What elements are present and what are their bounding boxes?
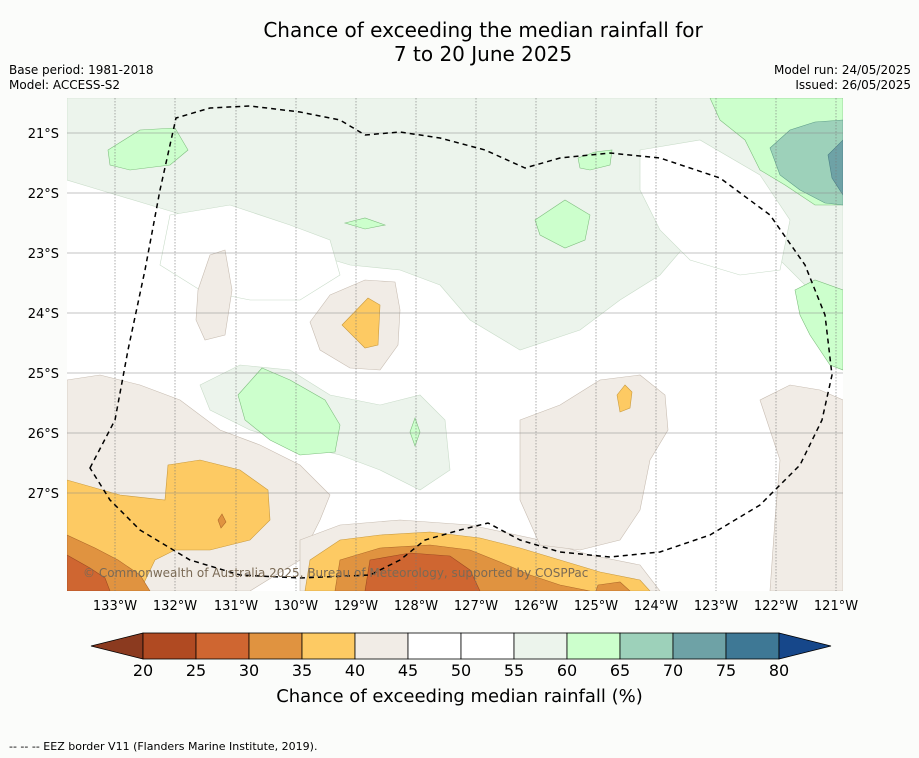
colorbar-tick-label-20: 20 xyxy=(133,661,153,680)
colorbar-title: Chance of exceeding median rainfall (%) xyxy=(276,686,643,707)
colorbar-block-20-25 xyxy=(142,632,197,660)
model-run-text: Model run: 24/05/2025 xyxy=(773,63,911,77)
map-area: © Commonwealth of Australia 2025, Bureau… xyxy=(67,98,843,591)
lat-label-23s: 23°S xyxy=(28,247,59,262)
colorbar-tick-label-70: 70 xyxy=(663,661,683,680)
region-30-35-dot xyxy=(217,513,227,529)
lon-label-128w: 128°W xyxy=(394,599,438,614)
lon-label-121w: 121°W xyxy=(814,599,858,614)
colorbar-tick-label-25: 25 xyxy=(186,661,206,680)
colorbar-block-40-45 xyxy=(354,632,409,660)
colorbar-block-60-65 xyxy=(566,632,621,660)
colorbar-tick-label-30: 30 xyxy=(239,661,259,680)
colorbar-block-55-60 xyxy=(513,632,568,660)
chart-title: Chance of exceeding the median rainfall … xyxy=(0,18,919,66)
lat-label-27s: 27°S xyxy=(28,487,59,502)
colorbar-block-35-40 xyxy=(301,632,356,660)
left-metadata: Base period: 1981-2018 Model: ACCESS-S2 xyxy=(9,63,154,93)
base-period-text: Base period: 1981-2018 xyxy=(9,63,154,77)
colorbar-block-25-30 xyxy=(195,632,250,660)
rainfall-map: © Commonwealth of Australia 2025, Bureau… xyxy=(28,98,858,680)
lon-label-130w: 130°W xyxy=(274,599,318,614)
grid-lines-horizontal xyxy=(67,132,843,494)
title-line-1: Chance of exceeding the median rainfall … xyxy=(263,18,703,42)
colorbar-extend-low xyxy=(90,632,144,660)
colorbar-block-65-70 xyxy=(619,632,674,660)
lon-label-122w: 122°W xyxy=(754,599,798,614)
region-60-65-b xyxy=(343,217,387,230)
region-25-30-left xyxy=(67,554,111,591)
lon-label-133w: 133°W xyxy=(93,599,137,614)
title-line-2: 7 to 20 June 2025 xyxy=(393,42,573,66)
colorbar-block-70-75 xyxy=(672,632,727,660)
lon-label-126w: 126°W xyxy=(514,599,558,614)
issued-text: Issued: 26/05/2025 xyxy=(795,78,911,92)
colorbar-tick-label-60: 60 xyxy=(557,661,577,680)
longitude-labels: 133°W 132°W 131°W 130°W 129°W 128°W 127°… xyxy=(93,599,858,614)
eez-border xyxy=(89,105,833,579)
region-35-40-right xyxy=(616,384,633,413)
colorbar-tick-label-75: 75 xyxy=(716,661,736,680)
region-35-40-center xyxy=(341,297,381,349)
lon-label-127w: 127°W xyxy=(454,599,498,614)
region-40-45-upper xyxy=(195,249,233,341)
colorbar-tick-label-65: 65 xyxy=(610,661,630,680)
region-60-65-a xyxy=(107,127,189,171)
grid-lines xyxy=(114,98,837,591)
lat-label-22s: 22°S xyxy=(28,187,59,202)
eez-legend-note: -- -- -- EEZ border V11 (Flanders Marine… xyxy=(9,740,318,753)
region-65-70 xyxy=(769,119,843,206)
lat-label-26s: 26°S xyxy=(28,427,59,442)
region-40-45-east xyxy=(759,384,843,591)
right-metadata: Model run: 24/05/2025 Issued: 26/05/2025 xyxy=(774,63,911,93)
lon-label-124w: 124°W xyxy=(634,599,678,614)
colorbar-extend-high xyxy=(778,632,832,660)
region-40-45-right xyxy=(519,374,669,551)
colorbar-tick-label-80: 80 xyxy=(769,661,789,680)
lat-label-21s: 21°S xyxy=(28,127,59,142)
lon-label-131w: 131°W xyxy=(214,599,258,614)
region-60-65-g xyxy=(794,279,843,371)
lat-label-24s: 24°S xyxy=(28,307,59,322)
colorbar-tick-label-45: 45 xyxy=(398,661,418,680)
model-text: Model: ACCESS-S2 xyxy=(9,78,121,92)
copyright-text: © Commonwealth of Australia 2025, Bureau… xyxy=(83,566,588,580)
region-60-65-f xyxy=(409,417,421,447)
colorbar-block-45-50 xyxy=(407,632,462,660)
region-30-35-right xyxy=(595,581,631,591)
colorbar-block-30-35 xyxy=(248,632,303,660)
colorbar-tick-label-35: 35 xyxy=(292,661,312,680)
region-70-75 xyxy=(827,139,843,196)
lon-label-132w: 132°W xyxy=(153,599,197,614)
latitude-labels: 21°S 22°S 23°S 24°S 25°S 26°S 27°S xyxy=(28,127,59,502)
lon-label-123w: 123°W xyxy=(694,599,738,614)
colorbar-tick-label-40: 40 xyxy=(345,661,365,680)
colorbar: 20 25 30 35 40 45 50 55 60 65 70 75 80 xyxy=(90,632,832,680)
colorbar-block-75-80 xyxy=(725,632,780,660)
colorbar-block-50-55 xyxy=(460,632,515,660)
lon-label-125w: 125°W xyxy=(574,599,618,614)
colorbar-tick-label-50: 50 xyxy=(451,661,471,680)
region-25-30-bottom xyxy=(364,552,481,591)
region-60-65-c xyxy=(534,199,591,249)
lon-label-129w: 129°W xyxy=(334,599,378,614)
colorbar-tick-label-55: 55 xyxy=(504,661,524,680)
lat-label-25s: 25°S xyxy=(28,367,59,382)
region-50-55-east xyxy=(639,139,791,276)
